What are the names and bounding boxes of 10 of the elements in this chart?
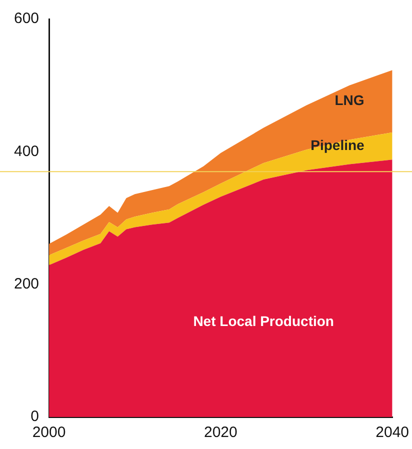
y-tick-label: 600 bbox=[14, 10, 40, 28]
series-label: Net Local Production bbox=[193, 312, 334, 329]
x-tick-label: 2040 bbox=[376, 424, 410, 442]
x-tick-label: 2020 bbox=[204, 424, 238, 442]
y-tick-label: 400 bbox=[14, 142, 40, 160]
series-label: LNG bbox=[334, 92, 364, 108]
series-label: Pipeline bbox=[310, 136, 365, 153]
y-tick-label: 0 bbox=[30, 408, 40, 426]
x-tick-label: 2000 bbox=[32, 424, 66, 442]
y-tick-label: 200 bbox=[14, 275, 40, 292]
